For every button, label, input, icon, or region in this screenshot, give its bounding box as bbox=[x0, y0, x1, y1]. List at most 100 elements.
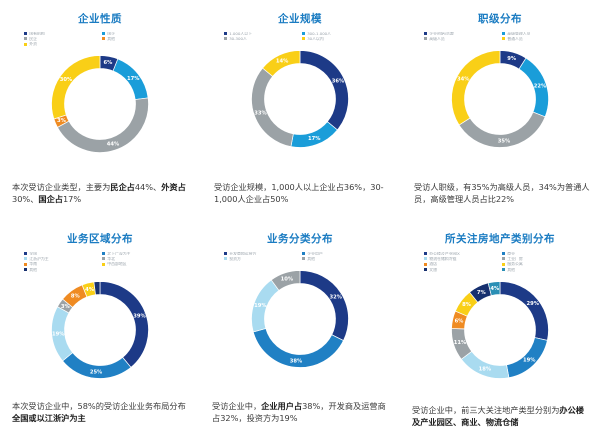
legend-label: 民企 bbox=[29, 36, 37, 41]
legend-item: 江浙沪为主 bbox=[24, 257, 98, 261]
donut-slice[interactable] bbox=[51, 55, 101, 120]
caption-text: 受访人职级，有35%为高级人员，34%为普通人员，高级管理人员占比22% bbox=[414, 182, 590, 205]
donut-slice[interactable] bbox=[93, 280, 101, 295]
donut-slice[interactable] bbox=[451, 49, 501, 126]
donut-slice[interactable] bbox=[487, 280, 501, 296]
legend-label: 普通人员 bbox=[507, 36, 523, 41]
legend-swatch-icon bbox=[502, 257, 506, 261]
legend-item: 商业 bbox=[502, 252, 576, 256]
legend-label: 北上广深为主 bbox=[107, 251, 131, 256]
slice-value-label: 17% bbox=[127, 76, 140, 82]
donut-slice[interactable] bbox=[499, 280, 549, 341]
legend-label: 其他 bbox=[29, 267, 37, 272]
chart-title: 企业规模 bbox=[278, 13, 322, 25]
chart-panel-business-type: 业务分类分布 开发商和运营方 企业用户 投资方 其他 32% 38% 19% 10% 受访企… bbox=[200, 220, 400, 441]
slice-value-label: 34% bbox=[457, 76, 470, 82]
legend-label: 江浙沪为主 bbox=[29, 256, 49, 261]
legend-swatch-icon bbox=[424, 268, 428, 272]
legend-item: 国有机构 bbox=[24, 32, 98, 36]
donut-slice[interactable] bbox=[299, 269, 349, 341]
slice-value-label: 17% bbox=[308, 136, 321, 142]
caption-text: 17% bbox=[62, 194, 82, 205]
donut-slice[interactable] bbox=[99, 280, 149, 368]
legend-item: 其他 bbox=[24, 268, 98, 272]
legend-swatch-icon bbox=[102, 251, 106, 256]
legend-item: 投资方 bbox=[224, 257, 298, 261]
donut-slice[interactable] bbox=[262, 49, 301, 77]
legend-label: 企业创始/总裁 bbox=[429, 31, 454, 36]
legend-label: 其他 bbox=[507, 267, 515, 272]
chart-title: 企业性质 bbox=[78, 13, 122, 25]
donut-svg: 29% 19% 18% 11% 6% 8% 7%4% bbox=[451, 280, 549, 379]
legend-swatch-icon bbox=[302, 251, 306, 256]
legend-item: 30人以内 bbox=[302, 37, 376, 41]
legend-label: 工业厂房 bbox=[507, 256, 523, 261]
legend-item: 30-300人 bbox=[224, 37, 298, 41]
donut-slice[interactable] bbox=[299, 49, 349, 131]
slice-value-label: 19% bbox=[523, 357, 536, 363]
legend-label: 300-1,000人 bbox=[307, 31, 332, 36]
legend-swatch-icon bbox=[24, 257, 28, 261]
legend-swatch-icon bbox=[102, 262, 106, 266]
legend-swatch-icon bbox=[502, 31, 506, 36]
legend-item: 外资 bbox=[24, 42, 98, 46]
legend-swatch-icon bbox=[24, 31, 28, 36]
chart-caption: 受访企业规模，1,000人以上企业占36%，30-1,000人企业占50% bbox=[214, 182, 392, 206]
legend-item: 开发商和运营方 bbox=[224, 252, 298, 256]
legend-item: 服务公寓 bbox=[502, 262, 576, 266]
legend-item: 酒店 bbox=[424, 262, 498, 266]
legend-item: 企业创始/总裁 bbox=[424, 32, 498, 36]
donut-slice[interactable] bbox=[460, 350, 510, 379]
legend-item: 全国 bbox=[24, 252, 98, 256]
donut-chart: 29% 19% 18% 11% 6% 8% 7% 4% bbox=[446, 276, 554, 384]
legend-item: 普通人员 bbox=[502, 37, 576, 41]
legend-swatch-icon bbox=[302, 257, 306, 261]
slice-value-label: 44% bbox=[107, 142, 120, 148]
donut-slice[interactable] bbox=[270, 269, 301, 291]
donut-svg: 36% 17% 33% 14% bbox=[251, 49, 349, 148]
legend-item: 办公楼及产业园区 bbox=[424, 252, 498, 256]
slice-value-label: 25% bbox=[90, 369, 103, 375]
caption-text: 30%、 bbox=[12, 194, 39, 205]
legend-swatch-icon bbox=[302, 31, 306, 36]
legend-item: 民企 bbox=[24, 37, 98, 41]
legend-item: 企业用户 bbox=[302, 252, 376, 256]
legend-label: 外资 bbox=[29, 42, 37, 47]
slice-value-label: 22% bbox=[534, 83, 547, 89]
slice-value-label: 8% bbox=[71, 293, 81, 299]
legend-swatch-icon bbox=[24, 268, 28, 272]
donut-svg: 9% 22% 35% 34% bbox=[451, 49, 549, 148]
legend-label: 物流仓储和冷链 bbox=[429, 256, 457, 261]
caption-text: 受访企业规模，1,000人以上企业占36%，30-1,000人企业占50% bbox=[214, 182, 384, 205]
legend-label: 办公楼及产业园区 bbox=[429, 251, 461, 256]
donut-chart: 39% 25% 19% 3% 8% 4% bbox=[46, 276, 154, 384]
slice-value-label: 6% bbox=[103, 60, 113, 66]
legend-label: 全国 bbox=[29, 251, 37, 256]
legend-label: 30-300人 bbox=[229, 36, 247, 41]
legend-label: 文旅 bbox=[429, 267, 437, 272]
chart-panel-business-region: 业务区域分布 全国 北上广深为主 江浙沪为主 华北 华南 中西部地区 其他 39% 25% 19… bbox=[0, 220, 200, 441]
legend-item: 北上广深为主 bbox=[102, 252, 176, 256]
chart-title: 业务分类分布 bbox=[267, 233, 333, 245]
donut-chart: 32% 38% 19% 10% bbox=[246, 265, 354, 373]
chart-panel-job-level: 职级分布 企业创始/总裁 高级管理人员 高级人员 普通人员 9% 22% 35% 34% 受… bbox=[400, 0, 600, 220]
legend-swatch-icon bbox=[424, 251, 428, 256]
slice-value-label: 3% bbox=[61, 304, 71, 310]
chart-panel-enterprise-size: 企业规模 1,000人以上 300-1,000人 30-300人 30人以内 36% 1… bbox=[200, 0, 400, 220]
donut-slice[interactable] bbox=[290, 120, 338, 148]
legend-item: 国企 bbox=[102, 32, 176, 36]
legend-item: 华北 bbox=[102, 257, 176, 261]
donut-slice[interactable] bbox=[251, 67, 294, 147]
donut-slice[interactable] bbox=[57, 97, 149, 154]
legend-swatch-icon bbox=[102, 257, 106, 261]
slice-value-label: 32% bbox=[329, 294, 342, 300]
legend-label: 高级人员 bbox=[429, 36, 445, 41]
legend-swatch-icon bbox=[424, 262, 428, 266]
legend-label: 酒店 bbox=[429, 262, 437, 267]
legend-label: 1,000人以上 bbox=[229, 31, 252, 36]
chart-caption: 本次受访企业类型，主要为民企占44%、外资占 30%、国企占17% bbox=[12, 182, 192, 206]
legend-label: 开发商和运营方 bbox=[229, 251, 257, 256]
caption-emph: 国企占 bbox=[38, 194, 63, 205]
chart-title: 所关注房地产类别分布 bbox=[445, 233, 555, 245]
